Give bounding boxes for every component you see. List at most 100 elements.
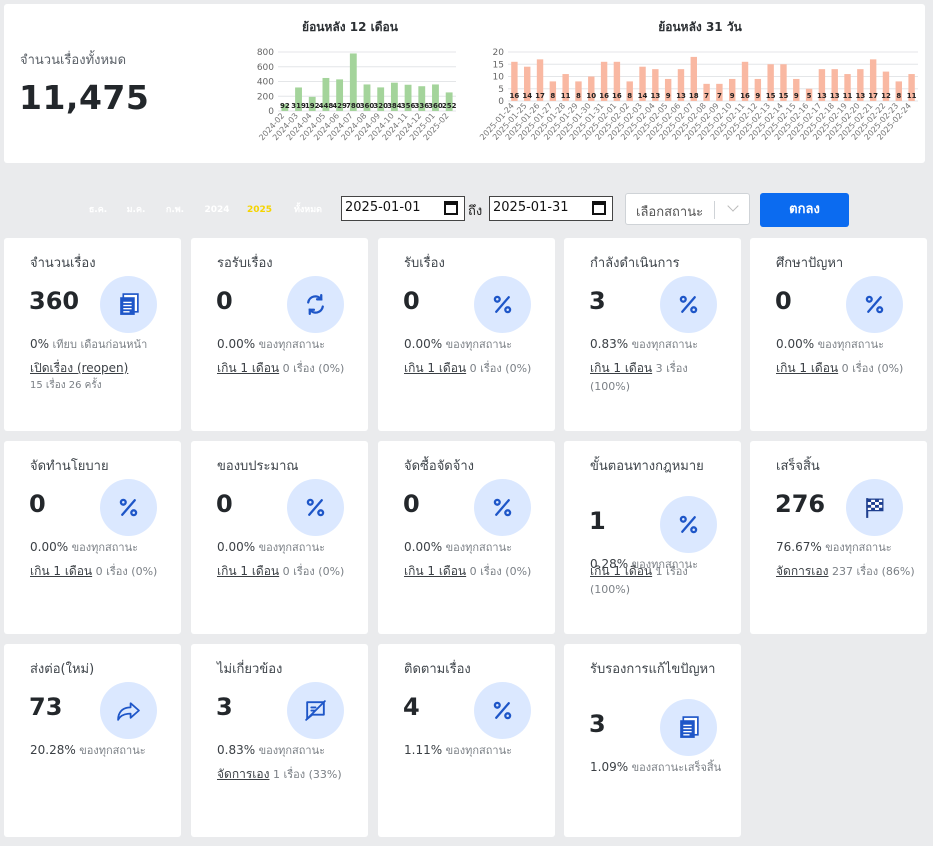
card-link[interactable]: เกิน 1 เดือน — [590, 564, 653, 578]
chevron-down-icon[interactable] — [727, 200, 739, 212]
status-card[interactable]: จำนวนเรื่อง 360 0% เทียบ เดือนก่อนหน้า เปิด… — [4, 238, 181, 431]
card-percentage-value: 0.00% — [404, 540, 443, 554]
chip-jan[interactable]: ม.ค. — [126, 205, 146, 215]
chart-bar — [882, 71, 890, 101]
date-from-input[interactable]: 2025-01-01 — [341, 196, 465, 221]
card-percentage-suffix: ของทุกสถานะ — [445, 744, 513, 757]
card-detail: เกิน 1 เดือน 0 เรื่อง (0%) — [404, 359, 544, 378]
card-link[interactable]: จัดการเอง — [217, 767, 270, 781]
status-card[interactable]: จัดซื้อจัดจ้าง 0 0.00% ของทุกสถานะ เกิน 1 เ… — [378, 441, 555, 634]
card-value: 1 — [589, 507, 606, 535]
chip-2024[interactable]: 2024 — [204, 205, 230, 215]
chart-bar — [626, 81, 633, 101]
card-icon-circle — [846, 479, 903, 536]
chart-bar — [295, 87, 302, 111]
card-link[interactable]: เกิน 1 เดือน — [30, 564, 93, 578]
status-select[interactable]: เลือกสถานะ — [625, 193, 750, 225]
chart-data-label: 319 — [291, 102, 306, 110]
card-percentage-suffix: ของทุกสถานะ — [258, 541, 326, 554]
chart-bar — [308, 96, 316, 111]
chart-bar — [613, 61, 621, 101]
card-link-count: 1 เรื่อง (33%) — [272, 768, 342, 781]
total-value: 11,475 — [19, 78, 150, 117]
chart-12-months: 0200400600800922024-023192024-031922024-… — [257, 48, 457, 142]
calendar-icon[interactable] — [444, 201, 458, 215]
calendar-icon[interactable] — [592, 201, 606, 215]
card-link-count: 0 เรื่อง (0%) — [282, 565, 345, 578]
card-reopen-count: 15 เรื่อง 26 ครั้ง — [30, 380, 102, 391]
chart-data-label: 356 — [401, 102, 416, 110]
card-link[interactable]: เกิน 1 เดือน — [776, 361, 839, 375]
card-title: ส่งต่อ(ใหม่) — [30, 662, 95, 677]
card-link[interactable]: เกิน 1 เดือน — [404, 361, 467, 375]
card-icon-circle — [846, 276, 903, 333]
chart-bar — [281, 104, 289, 111]
chip-all[interactable]: ทั้งหมด — [293, 205, 323, 215]
date-from-value: 2025-01-01 — [345, 200, 421, 215]
card-percentage-value: 0% — [30, 337, 50, 351]
card-link[interactable]: เกิน 1 เดือน — [404, 564, 467, 578]
chart-data-label: 336 — [414, 102, 429, 110]
card-value: 0 — [29, 490, 46, 518]
chip-2025[interactable]: 2025 — [246, 205, 273, 215]
chart-data-label: 384 — [387, 102, 402, 110]
chart-bar — [818, 69, 826, 101]
status-card[interactable]: ศึกษาปัญหา 0 0.00% ของทุกสถานะ เกิน 1 เดือน… — [750, 238, 927, 431]
chart-title-12-months: ย้อนหลัง 12 เดือน — [302, 20, 398, 34]
card-detail: เกิน 1 เดือน 0 เรื่อง (0%) — [217, 359, 357, 378]
card-percentage-suffix: ของทุกสถานะ — [825, 541, 892, 554]
card-link[interactable]: เกิน 1 เดือน — [217, 564, 280, 578]
status-card[interactable]: ของบประมาณ 0 0.00% ของทุกสถานะ เกิน 1 เดือน… — [191, 441, 368, 634]
status-card[interactable]: เสร็จสิ้น 276 76.67% ของทุกสถานะ จัดการเอง … — [750, 441, 927, 634]
status-card[interactable]: ติดตามเรื่อง 4 1.11% ของทุกสถานะ — [378, 644, 555, 837]
chart-data-label: 13 — [676, 92, 686, 100]
chart-bar — [445, 92, 453, 111]
status-card[interactable]: รับเรื่อง 0 0.00% ของทุกสถานะ เกิน 1 เดือน … — [378, 238, 555, 431]
status-card[interactable]: จัดทำนโยบาย 0 0.00% ของทุกสถานะ เกิน 1 เดือ… — [4, 441, 181, 634]
card-link-count: 0 เรื่อง (0%) — [469, 565, 532, 578]
status-card[interactable]: กำลังดำเนินการ 3 0.83% ของทุกสถานะ เกิน 1 เ… — [564, 238, 741, 431]
card-detail: จัดการเอง 237 เรื่อง (86%) — [776, 562, 916, 581]
chip-feb[interactable]: ก.พ. — [165, 205, 185, 215]
chart-bar — [895, 81, 902, 101]
card-detail: จัดการเอง 1 เรื่อง (33%) — [217, 765, 357, 784]
chart-data-label: 13 — [817, 92, 827, 100]
card-percentage: 0.83% ของทุกสถานะ — [590, 335, 698, 353]
ok-button[interactable]: ตกลง — [760, 193, 849, 227]
status-card[interactable]: ขั้นตอนทางกฎหมาย 1 0.28% ของทุกสถานะ เกิน 1… — [564, 441, 741, 634]
card-link[interactable]: เกิน 1 เดือน — [590, 361, 653, 375]
card-percentage: 0.83% ของทุกสถานะ — [217, 741, 325, 759]
card-link[interactable]: เปิดเรื่อง (reopen) — [30, 361, 129, 375]
chart-bar — [575, 81, 582, 101]
card-value: 0 — [403, 490, 420, 518]
chip-dec[interactable]: ธ.ค. — [88, 205, 108, 215]
chart-data-label: 8 — [627, 92, 632, 100]
date-to-input[interactable]: 2025-01-31 — [489, 196, 613, 221]
card-percentage-suffix: ของสถานะเสร็จสิ้น — [631, 761, 722, 774]
chart-data-label: 15 — [779, 92, 789, 100]
status-card[interactable]: ไม่เกี่ยวข้อง 3 0.83% ของทุกสถานะ จัดการเอง… — [191, 644, 368, 837]
card-icon-circle — [100, 479, 157, 536]
chart-y-tick-label: 15 — [493, 60, 504, 70]
card-title: ขั้นตอนทางกฎหมาย — [590, 459, 704, 474]
card-link[interactable]: เกิน 1 เดือน — [217, 361, 280, 375]
chart-bar — [754, 78, 762, 101]
card-percentage: 1.11% ของทุกสถานะ — [404, 741, 512, 759]
card-percentage-suffix: ของทุกสถานะ — [79, 744, 146, 757]
status-card[interactable]: ส่งต่อ(ใหม่) 73 20.28% ของทุกสถานะ — [4, 644, 181, 837]
chart-data-label: 9 — [794, 92, 799, 100]
chart-bar — [562, 74, 569, 101]
chart-data-label: 11 — [561, 92, 571, 100]
card-link[interactable]: จัดการเอง — [776, 564, 829, 578]
card-title: เสร็จสิ้น — [776, 459, 820, 474]
card-title: ศึกษาปัญหา — [776, 256, 844, 271]
card-title: จัดซื้อจัดจ้าง — [404, 459, 475, 474]
chart-data-label: 320 — [373, 102, 388, 110]
chart-bar — [767, 64, 774, 101]
chart-y-tick-label: 0 — [268, 107, 274, 117]
chart-data-label: 17 — [535, 92, 545, 100]
chart-bar — [390, 82, 398, 111]
status-card[interactable]: รอรับเรื่อง 0 0.00% ของทุกสถานะ เกิน 1 เดือ… — [191, 238, 368, 431]
status-card[interactable]: รับรองการแก้ไขปัญหา 3 1.09% ของสถานะเสร็จส… — [564, 644, 741, 837]
card-title: รับเรื่อง — [404, 256, 445, 271]
